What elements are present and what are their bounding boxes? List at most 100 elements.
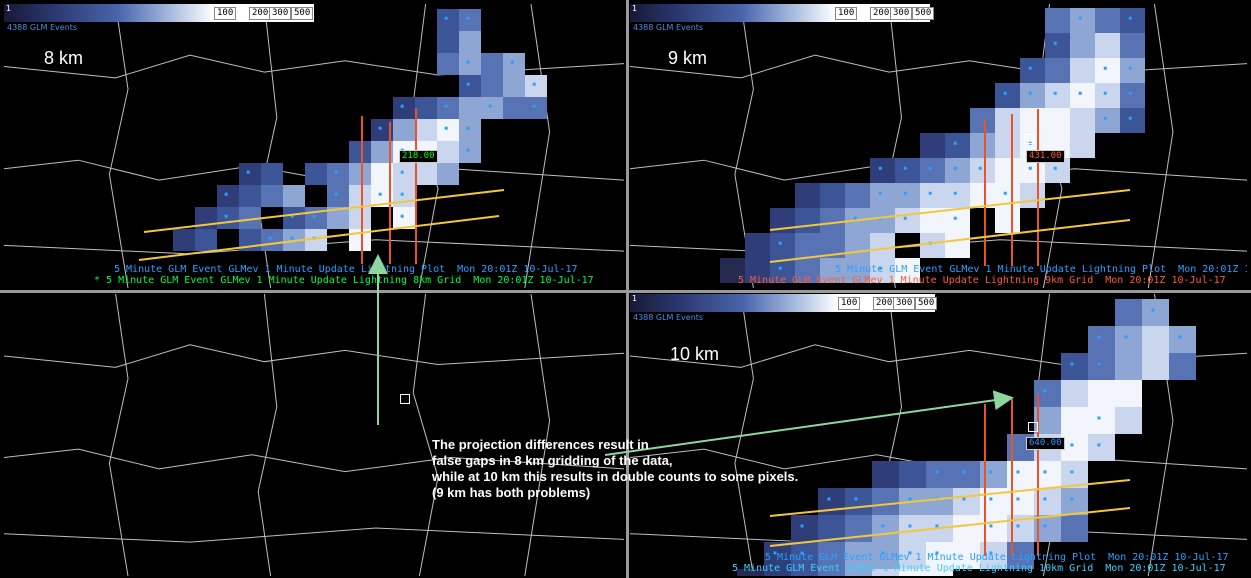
event-dot <box>978 166 982 170</box>
grid-cell <box>1169 353 1196 380</box>
county-boundary <box>4 527 624 543</box>
event-dot <box>246 170 250 174</box>
grid-cell <box>327 185 349 207</box>
panel-9km[interactable]: 1 100 200 300 500 4388 GLM Events 9 km 4… <box>630 4 1247 288</box>
grid-cell <box>327 163 349 185</box>
grid-cell <box>895 183 920 208</box>
event-dot <box>1043 389 1047 393</box>
county-boundary <box>108 294 129 576</box>
county-boundary <box>257 294 278 576</box>
event-dot <box>444 126 448 130</box>
legend-grid[interactable]: 5 Minute GLM Event GLMev 1 Minute Update… <box>738 275 1226 286</box>
event-dot <box>488 104 492 108</box>
county-boundary <box>524 4 551 288</box>
event-dot <box>312 214 316 218</box>
grid-cell <box>995 108 1020 133</box>
grid-cell <box>503 97 525 119</box>
event-dot <box>1070 362 1074 366</box>
colorbar-tick: 300 <box>269 7 292 20</box>
grid-cell <box>283 207 305 229</box>
legend-grid[interactable]: * 5 Minute GLM Event GLMev 1 Minute Upda… <box>94 275 594 286</box>
county-boundary <box>4 344 624 368</box>
colorbar-tick: 500 <box>291 7 314 20</box>
grid-cell <box>795 233 820 258</box>
grid-cell <box>415 163 437 185</box>
panel-8km[interactable]: 1 100 200 300 500 4388 GLM Events 8 km 2… <box>4 4 624 288</box>
event-dot <box>400 214 404 218</box>
grid-cell <box>1115 353 1142 380</box>
grid-cell <box>1115 326 1142 353</box>
grid-cell <box>845 233 870 258</box>
grid-cell <box>995 133 1020 158</box>
event-dot <box>466 148 470 152</box>
lightning-map-8km[interactable] <box>4 4 624 288</box>
grid-cell <box>459 119 481 141</box>
legend-plot[interactable]: 5 Minute GLM Event GLMev 1 Minute Update… <box>765 552 1229 563</box>
grid-cell <box>525 97 547 119</box>
colorbar-tick: 100 <box>214 7 237 20</box>
grid-cell <box>1088 353 1115 380</box>
event-dot <box>1016 524 1020 528</box>
grid-cell <box>1115 380 1142 407</box>
resolution-label: 8 km <box>44 48 84 68</box>
event-dot <box>1043 524 1047 528</box>
grid-cell <box>926 542 953 569</box>
grid-cell <box>791 542 818 569</box>
grid-cell <box>953 488 980 515</box>
panel-blank[interactable] <box>4 294 624 576</box>
legend-grid[interactable]: 5 Minute GLM Event GLMev 1 Minute Update… <box>732 563 1226 574</box>
grid-cell <box>795 183 820 208</box>
panel-10km[interactable]: 1 100 200 300 500 4388 GLM Events 10 km … <box>630 294 1247 576</box>
legend-plot[interactable]: 5 Minute GLM Event GLMev 1 Minute Update… <box>114 264 578 275</box>
lightning-map-9km[interactable] <box>630 4 1247 288</box>
track-line <box>769 189 1131 231</box>
event-dot <box>1103 66 1107 70</box>
grid-cell <box>393 207 415 229</box>
event-dot <box>334 170 338 174</box>
grid-cell <box>481 97 503 119</box>
event-dot <box>290 236 294 240</box>
annotation-text: The projection differences result in fal… <box>432 437 799 500</box>
grid-cell <box>872 515 899 542</box>
grid-cell <box>371 163 393 185</box>
event-dot <box>1128 16 1132 20</box>
event-dot <box>800 524 804 528</box>
grid-cell <box>895 158 920 183</box>
grid-cell <box>795 258 820 283</box>
colorbar-tick: 500 <box>912 7 935 20</box>
event-dot <box>881 524 885 528</box>
colorbar-tick: 200 <box>873 297 896 310</box>
event-dot <box>854 497 858 501</box>
event-dot <box>1078 16 1082 20</box>
event-dot <box>1053 41 1057 45</box>
event-dot <box>1097 362 1101 366</box>
event-dot <box>1043 497 1047 501</box>
county-boundary <box>4 54 624 79</box>
grid-cell <box>745 258 770 283</box>
event-dot <box>989 497 993 501</box>
event-dot <box>466 60 470 64</box>
event-dot <box>989 470 993 474</box>
legend-plot[interactable]: 5 Minute GLM Event GLMev 1 Minute Update… <box>835 264 1247 275</box>
event-dot <box>1053 91 1057 95</box>
grid-cell <box>1088 326 1115 353</box>
grid-cell <box>459 31 481 53</box>
grid-cell <box>239 207 261 229</box>
pane-divider-vertical[interactable] <box>626 0 629 578</box>
event-dot <box>853 216 857 220</box>
grid-cell <box>415 119 437 141</box>
grid-cell <box>437 163 459 185</box>
lightning-map-10km[interactable] <box>630 294 1247 576</box>
county-boundary <box>734 294 754 576</box>
event-dot <box>1028 166 1032 170</box>
pane-divider-horizontal[interactable] <box>0 290 1251 293</box>
grid-cell <box>1120 58 1145 83</box>
event-dot <box>1097 335 1101 339</box>
grid-cell <box>481 75 503 97</box>
event-dot <box>962 470 966 474</box>
event-dot <box>953 191 957 195</box>
colorbar: 1 100 200 300 500 <box>630 294 938 312</box>
colorbar-tick: 300 <box>890 7 913 20</box>
map-boundaries[interactable] <box>4 294 624 576</box>
event-dot <box>928 191 932 195</box>
